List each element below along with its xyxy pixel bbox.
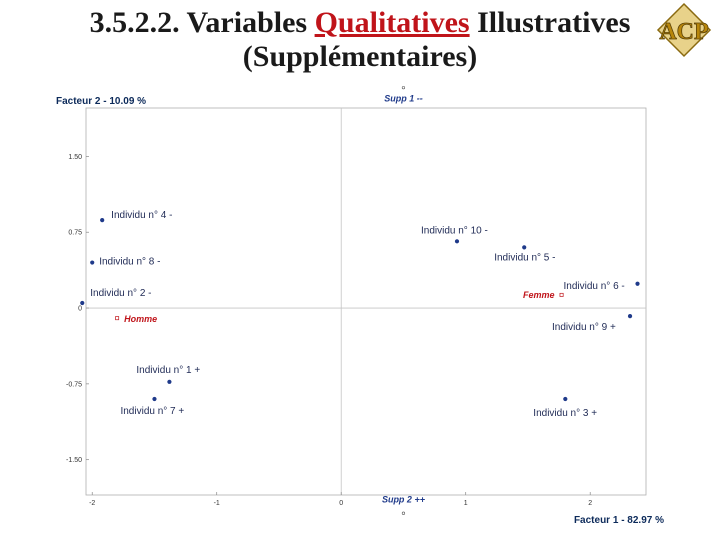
point-label: Individu n° 4 - xyxy=(111,210,172,221)
point-label: Femme xyxy=(523,290,555,300)
data-point: Individu n° 9 + xyxy=(552,314,633,333)
point-marker xyxy=(167,379,172,384)
point-label: Individu n° 5 - xyxy=(494,252,555,263)
point-label: Individu n° 10 - xyxy=(421,225,488,236)
data-point: Individu n° 10 - xyxy=(421,225,488,244)
point-label: Individu n° 8 - xyxy=(99,257,160,268)
data-points: Individu n° 1 + Individu n° 2 - Individu n… xyxy=(80,86,640,515)
title-line-1: 3.5.2.2. Variables Qualitatives Illustra… xyxy=(0,6,720,40)
point-label: Supp 2 ++ xyxy=(382,494,426,504)
point-marker xyxy=(563,396,568,402)
axes xyxy=(86,108,646,495)
data-point: Femme xyxy=(523,290,564,300)
point-label: Individu n° 9 + xyxy=(552,322,616,333)
point-marker xyxy=(559,292,564,297)
y-tick-label: -0.75 xyxy=(66,381,82,388)
point-label: Individu n° 7 + xyxy=(120,406,184,417)
point-marker xyxy=(522,245,527,250)
data-point: Homme xyxy=(115,314,157,324)
x-tick-label: 2 xyxy=(588,500,592,507)
x-tick-label: -2 xyxy=(89,500,95,507)
point-marker xyxy=(401,86,406,90)
point-marker xyxy=(152,396,157,402)
point-label: Individu n° 3 + xyxy=(533,408,597,419)
data-point: Individu n° 6 - xyxy=(564,281,640,292)
point-label: Individu n° 2 - xyxy=(90,288,151,299)
logo-text: ACP xyxy=(659,19,708,45)
title-highlight: Qualitatives xyxy=(314,6,470,39)
data-point: Individu n° 3 + xyxy=(533,396,597,419)
point-marker xyxy=(454,239,460,244)
tick-labels: -2 -1 0 1 2 1.50 0.75 0 -0.75 -1.50 xyxy=(66,154,592,507)
x-axis-title: Facteur 1 - 82.97 % xyxy=(574,515,664,526)
x-tick-label: 0 xyxy=(339,500,343,507)
data-point: Individu n° 4 - xyxy=(100,210,172,223)
acp-logo: ACP xyxy=(656,2,712,58)
y-axis-title: Facteur 2 - 10.09 % xyxy=(56,96,146,107)
data-point: Supp 2 ++ xyxy=(382,494,426,515)
title-line-2: (Supplémentaires) xyxy=(242,40,478,73)
data-point: Individu n° 5 - xyxy=(494,245,555,263)
x-tick-label: -1 xyxy=(214,500,220,507)
x-tick-label: 1 xyxy=(464,500,468,507)
point-marker xyxy=(401,511,406,515)
title-suffix: Illustratives xyxy=(469,6,631,39)
data-point: Individu n° 1 + xyxy=(136,365,200,384)
point-marker xyxy=(635,281,640,286)
data-point: Supp 1 -- xyxy=(384,86,423,104)
point-label: Homme xyxy=(124,314,157,324)
data-point: Individu n° 7 + xyxy=(120,396,184,417)
plot-border xyxy=(85,107,647,496)
y-tick-label: 0.75 xyxy=(68,230,82,237)
plot-frame xyxy=(85,107,647,496)
point-marker xyxy=(90,260,95,265)
point-label: Individu n° 6 - xyxy=(564,281,625,292)
point-marker xyxy=(627,314,633,319)
point-marker xyxy=(80,300,85,306)
point-marker xyxy=(115,316,120,321)
title-prefix: 3.5.2.2. Variables xyxy=(89,6,315,39)
data-point: Individu n° 8 - xyxy=(90,257,160,268)
point-label: Individu n° 1 + xyxy=(136,365,200,376)
data-point: Individu n° 2 - xyxy=(80,288,152,306)
y-tick-label: 0 xyxy=(78,306,82,313)
slide-title: 3.5.2.2. Variables Qualitatives Illustra… xyxy=(0,6,720,74)
point-label: Supp 1 -- xyxy=(384,94,423,104)
y-tick-label: -1.50 xyxy=(66,457,82,464)
point-marker xyxy=(100,217,105,223)
y-tick-label: 1.50 xyxy=(68,154,82,161)
